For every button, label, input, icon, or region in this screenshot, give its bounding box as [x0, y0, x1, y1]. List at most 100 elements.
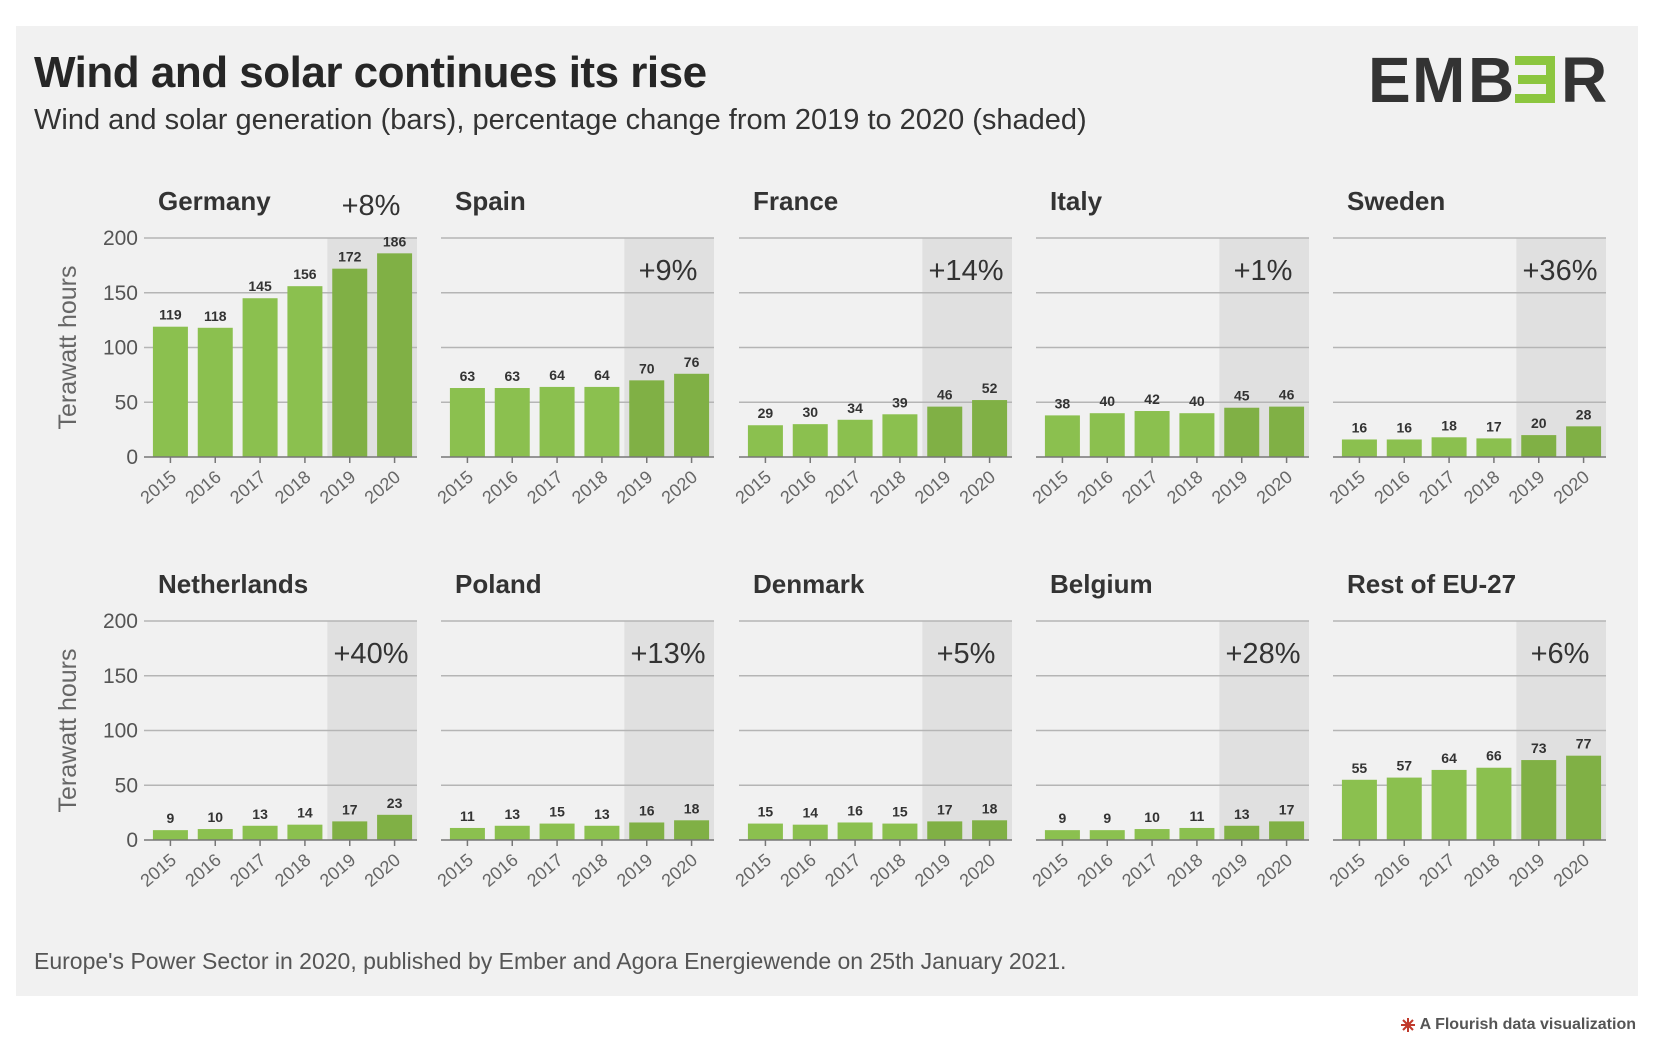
- data-label: 77: [1576, 736, 1592, 752]
- data-label: 18: [982, 800, 998, 816]
- x-tick-label: 2015: [1325, 850, 1369, 891]
- data-label: 13: [1234, 806, 1250, 822]
- bar-2015: [449, 827, 485, 840]
- y-axis-label: Terawatt hours: [54, 266, 82, 430]
- percent-change-label: +6%: [1531, 638, 1590, 670]
- data-label: 64: [549, 367, 565, 383]
- x-tick-label: 2018: [866, 467, 910, 508]
- bar-2015: [449, 388, 485, 457]
- bar-2019: [629, 380, 665, 457]
- bar-2015: [747, 823, 783, 840]
- bar-2020: [674, 373, 710, 457]
- bar-2016: [792, 424, 828, 457]
- percent-change-label: +1%: [1234, 255, 1293, 287]
- data-label: 17: [1486, 418, 1502, 434]
- data-label: 42: [1144, 391, 1160, 407]
- data-label: 172: [338, 249, 362, 265]
- ember-logo: E M B R: [1368, 46, 1607, 112]
- x-tick-label: 2016: [478, 850, 522, 891]
- panel-poland: 11 2015 13 2016 15 2017 13 2018 16 2019 18 2020 Pola…: [433, 569, 714, 891]
- data-label: 28: [1576, 406, 1592, 422]
- percent-change-label: +28%: [1226, 638, 1301, 670]
- x-tick-label: 2017: [1415, 467, 1459, 508]
- data-label: 9: [1103, 810, 1111, 826]
- x-tick-label: 2019: [911, 850, 955, 891]
- data-label: 11: [460, 808, 475, 824]
- bar-2018: [287, 286, 323, 457]
- bar-2017: [1431, 437, 1467, 457]
- x-tick-label: 2019: [1505, 467, 1549, 508]
- x-tick-label: 2015: [136, 467, 180, 508]
- bar-2020: [377, 253, 413, 457]
- x-tick-label: 2017: [1118, 467, 1162, 508]
- panel-germany: 0 50 100 150 200 Terawatt hours 119 2015 118 2016…: [54, 186, 417, 508]
- flourish-credit[interactable]: A Flourish data visualization: [1400, 1016, 1636, 1034]
- data-label: 46: [1279, 387, 1295, 403]
- x-tick-label: 2015: [433, 850, 477, 891]
- x-tick-label: 2020: [956, 467, 1000, 508]
- y-tick-label: 0: [126, 446, 138, 469]
- y-tick-label: 100: [103, 720, 138, 743]
- data-label: 70: [639, 360, 655, 376]
- data-label: 16: [1352, 419, 1368, 435]
- x-tick-label: 2017: [226, 467, 270, 508]
- bar-2020: [1269, 406, 1305, 457]
- bar-2016: [1386, 439, 1422, 457]
- data-label: 15: [892, 804, 908, 820]
- data-label: 34: [847, 400, 863, 416]
- x-tick-label: 2016: [181, 850, 225, 891]
- bar-2017: [837, 419, 873, 457]
- bar-2019: [332, 268, 368, 457]
- bar-2019: [1521, 435, 1557, 457]
- data-label: 18: [684, 800, 700, 816]
- bar-2018: [584, 386, 620, 457]
- x-tick-label: 2017: [226, 850, 270, 891]
- x-tick-label: 2016: [776, 467, 820, 508]
- bar-2018: [1179, 827, 1215, 840]
- bar-2016: [1386, 777, 1422, 840]
- panel-netherlands: 0 50 100 150 200 Terawatt hours 9 2015 10 2016 13 2…: [54, 569, 417, 891]
- data-label: 186: [383, 233, 407, 249]
- x-tick-label: 2015: [433, 467, 477, 508]
- data-label: 29: [758, 405, 774, 421]
- panel-italy: 38 2015 40 2016 42 2017 40 2018 45 2019 46 2020 Ital…: [1028, 186, 1309, 508]
- bar-2017: [1431, 769, 1467, 840]
- data-label: 15: [758, 804, 774, 820]
- x-tick-label: 2018: [271, 467, 315, 508]
- percent-change-label: +36%: [1523, 255, 1598, 287]
- data-label: 38: [1055, 395, 1071, 411]
- bar-2017: [1134, 411, 1170, 457]
- data-label: 14: [297, 805, 313, 821]
- bar-2016: [792, 824, 828, 840]
- logo-letter-r: R: [1561, 46, 1607, 112]
- bar-2019: [1224, 825, 1260, 840]
- bar-2019: [927, 821, 963, 840]
- logo-letter-e1: E: [1368, 46, 1411, 112]
- data-label: 52: [982, 380, 998, 396]
- data-label: 119: [159, 307, 182, 323]
- bar-2016: [494, 388, 530, 457]
- bar-2020: [1566, 755, 1602, 840]
- y-tick-label: 200: [103, 610, 138, 633]
- data-label: 9: [1059, 810, 1067, 826]
- x-tick-label: 2018: [271, 850, 315, 891]
- x-tick-label: 2020: [1253, 467, 1297, 508]
- bar-2020: [1566, 426, 1602, 457]
- data-label: 13: [594, 806, 610, 822]
- percent-change-label: +13%: [631, 638, 706, 670]
- y-tick-label: 50: [115, 774, 138, 797]
- panel-title: Germany: [158, 186, 271, 216]
- x-tick-label: 2017: [1118, 850, 1162, 891]
- x-tick-label: 2020: [1550, 850, 1594, 891]
- x-tick-label: 2019: [613, 467, 657, 508]
- data-label: 16: [847, 802, 863, 818]
- y-axis-label: Terawatt hours: [54, 649, 82, 813]
- x-tick-label: 2015: [731, 850, 775, 891]
- panel-title: Spain: [455, 186, 526, 216]
- bar-2018: [882, 414, 918, 457]
- x-tick-label: 2020: [1253, 850, 1297, 891]
- x-tick-label: 2018: [568, 467, 612, 508]
- x-tick-label: 2017: [821, 850, 865, 891]
- logo-stylized-e: [1515, 56, 1555, 103]
